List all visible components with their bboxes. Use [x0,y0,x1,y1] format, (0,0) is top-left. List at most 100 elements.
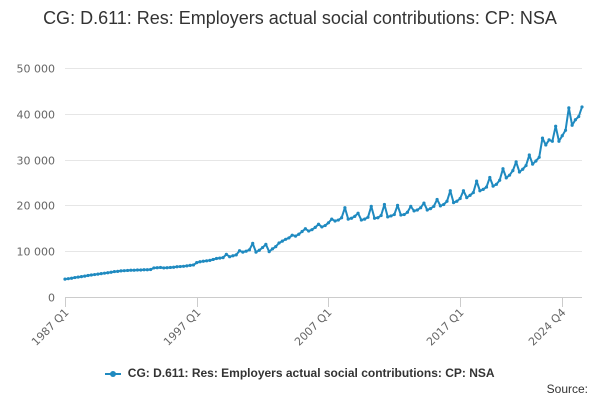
data-point [468,193,472,197]
data-point [116,269,120,273]
data-point [66,277,70,281]
data-point [481,187,485,191]
y-tick-label: 50 000 [17,63,56,76]
data-point [478,189,482,193]
legend[interactable]: CG: D.611: Res: Employers actual social … [0,366,600,380]
data-point [567,106,571,110]
data-point [524,163,528,168]
data-point [507,173,512,177]
data-point [165,266,169,270]
data-point [313,225,317,229]
data-point [333,219,337,223]
data-point [260,245,265,250]
data-point [359,218,363,222]
data-point [198,260,202,264]
data-point [399,213,403,217]
data-point [155,266,159,270]
data-point [534,159,538,163]
data-point [369,204,373,208]
legend-label: CG: D.611: Res: Employers actual social … [127,366,495,380]
data-point [290,233,294,237]
data-point [537,155,541,159]
data-point [122,269,126,273]
data-point [448,189,452,193]
data-point [425,208,429,212]
data-point [254,250,258,254]
data-point [560,134,564,138]
data-point [221,256,225,260]
data-point [191,263,196,267]
data-point [419,206,423,210]
y-tick-label: 0 [48,292,55,305]
data-point [547,138,551,142]
data-point [228,255,232,259]
data-point [284,237,288,241]
data-point [287,236,291,240]
data-point [435,197,439,202]
data-point [494,182,498,186]
data-point [93,272,97,277]
data-point [432,204,436,208]
data-point [554,124,558,128]
data-point [231,254,235,258]
data-point [557,139,561,143]
data-point [376,216,380,220]
data-point [346,217,350,221]
data-point [158,265,163,270]
data-point [205,259,209,263]
data-point [544,143,548,147]
data-point [234,253,238,257]
data-point [257,248,261,252]
data-point [149,267,153,272]
data-point [119,269,123,273]
data-point [405,210,410,214]
data-point [214,256,219,261]
data-point [172,265,176,269]
data-point [422,201,426,205]
data-point [218,256,222,260]
data-point [540,136,545,140]
data-point [415,208,419,212]
data-point [455,199,459,203]
data-point [168,265,172,270]
data-point [514,160,518,164]
data-point [277,241,281,245]
data-point [356,211,360,215]
data-point [297,232,301,236]
x-tick-label: 1987 Q1 [29,306,72,349]
data-point [195,261,199,265]
series-points [63,105,584,281]
y-tick-label: 40 000 [17,109,56,122]
data-point [145,268,149,272]
data-point [244,249,248,253]
data-point [527,153,531,157]
data-point [293,234,298,238]
data-point [316,222,321,226]
data-point [340,216,344,220]
data-point [438,204,442,208]
data-point [241,250,245,254]
data-point [531,162,535,166]
data-point [451,201,456,205]
data-point [366,215,370,219]
x-axis [65,297,582,307]
data-point [112,269,116,274]
data-point [458,196,462,201]
data-point [330,217,334,221]
data-point [363,217,367,221]
data-point [270,247,275,251]
data-point [379,213,383,218]
y-tick-label: 20 000 [17,200,56,213]
data-point [300,229,304,234]
chart-title: CG: D.611: Res: Employers actual social … [43,8,557,28]
data-point [349,216,354,220]
data-point [79,275,84,279]
data-point [382,202,387,207]
data-point [343,206,347,210]
data-point [573,118,578,122]
data-point [501,167,505,171]
data-point [326,221,331,225]
data-point [465,196,469,200]
data-point [208,258,212,262]
